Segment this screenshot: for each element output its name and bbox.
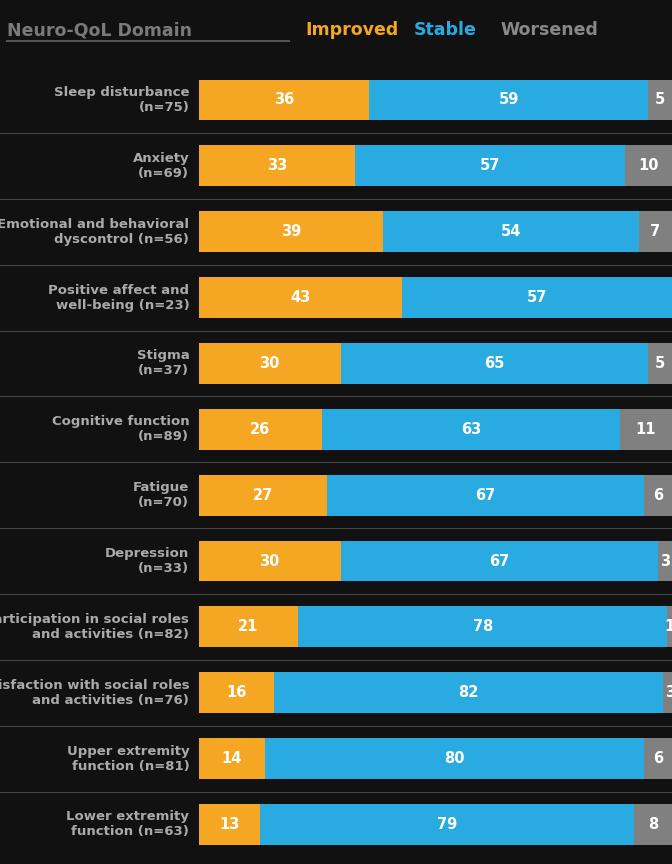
Text: 11: 11 [636, 422, 657, 437]
Bar [403, 277, 672, 318]
Bar [620, 409, 672, 450]
Bar [199, 145, 355, 187]
Bar [265, 738, 644, 779]
Text: Stigma
(n=37): Stigma (n=37) [136, 349, 190, 378]
Text: 21: 21 [239, 619, 259, 634]
Text: 67: 67 [489, 554, 509, 569]
Text: Lower extremity
function (n=63): Lower extremity function (n=63) [67, 810, 190, 838]
Bar [199, 672, 274, 713]
Text: 3: 3 [660, 554, 670, 569]
Text: 67: 67 [475, 487, 495, 503]
Text: 33: 33 [267, 158, 287, 174]
Bar [199, 277, 403, 318]
Bar [667, 607, 672, 647]
Bar [625, 145, 672, 187]
Bar [199, 804, 260, 845]
Bar [644, 738, 672, 779]
Text: Positive affect and
well-being (n=23): Positive affect and well-being (n=23) [48, 283, 190, 312]
Bar [260, 804, 634, 845]
Bar [199, 409, 322, 450]
Bar [199, 738, 265, 779]
Text: 79: 79 [437, 817, 458, 832]
Text: 16: 16 [226, 685, 247, 700]
Text: 80: 80 [444, 751, 464, 766]
Bar [199, 212, 383, 252]
Text: 3: 3 [665, 685, 672, 700]
Bar [199, 343, 341, 384]
Bar [322, 409, 620, 450]
Text: Improved: Improved [306, 22, 399, 39]
Text: 57: 57 [480, 158, 500, 174]
Text: Sleep disturbance
(n=75): Sleep disturbance (n=75) [54, 86, 190, 114]
Bar [274, 672, 663, 713]
Bar [634, 804, 672, 845]
Text: 6: 6 [653, 487, 663, 503]
Text: Cognitive function
(n=89): Cognitive function (n=89) [52, 416, 190, 443]
Bar [341, 541, 658, 581]
Bar [199, 607, 298, 647]
Bar [648, 79, 672, 120]
Text: Depression
(n=33): Depression (n=33) [105, 547, 190, 575]
Text: Anxiety
(n=69): Anxiety (n=69) [132, 152, 190, 180]
Text: 82: 82 [458, 685, 478, 700]
Bar [658, 541, 672, 581]
Text: 6: 6 [653, 751, 663, 766]
Bar [383, 212, 639, 252]
Text: 65: 65 [485, 356, 505, 371]
Text: 43: 43 [290, 290, 310, 305]
Bar [648, 343, 672, 384]
Bar [327, 474, 644, 516]
Text: Fatigue
(n=70): Fatigue (n=70) [133, 481, 190, 509]
Bar [199, 474, 327, 516]
Text: 54: 54 [501, 225, 521, 239]
Text: Satisfaction with social roles
and activities (n=76): Satisfaction with social roles and activ… [0, 679, 190, 707]
Text: 10: 10 [638, 158, 659, 174]
Bar [355, 145, 625, 187]
Text: 26: 26 [250, 422, 270, 437]
Bar [199, 541, 341, 581]
Bar [199, 79, 369, 120]
Text: 27: 27 [253, 487, 273, 503]
Text: 14: 14 [222, 751, 242, 766]
Text: 7: 7 [650, 225, 661, 239]
Text: Upper extremity
function (n=81): Upper extremity function (n=81) [67, 745, 190, 772]
Text: Neuro-QoL Domain: Neuro-QoL Domain [7, 22, 192, 39]
Bar [644, 474, 672, 516]
Text: Stable: Stable [413, 22, 476, 39]
Text: 30: 30 [259, 356, 280, 371]
Text: 78: 78 [472, 619, 493, 634]
Text: 8: 8 [648, 817, 658, 832]
Text: Emotional and behavioral
dyscontrol (n=56): Emotional and behavioral dyscontrol (n=5… [0, 218, 190, 245]
Text: 36: 36 [274, 92, 294, 107]
Text: 30: 30 [259, 554, 280, 569]
Text: 13: 13 [219, 817, 240, 832]
Bar [639, 212, 672, 252]
Text: 63: 63 [461, 422, 481, 437]
Text: 5: 5 [655, 92, 665, 107]
Text: Participation in social roles
and activities (n=82): Participation in social roles and activi… [0, 613, 190, 641]
Text: 1: 1 [665, 619, 672, 634]
Text: 39: 39 [281, 225, 301, 239]
Text: Worsened: Worsened [501, 22, 599, 39]
Bar [341, 343, 648, 384]
Bar [369, 79, 648, 120]
Bar [663, 672, 672, 713]
Bar [298, 607, 667, 647]
Text: 5: 5 [655, 356, 665, 371]
Text: 59: 59 [499, 92, 519, 107]
Text: 57: 57 [527, 290, 547, 305]
